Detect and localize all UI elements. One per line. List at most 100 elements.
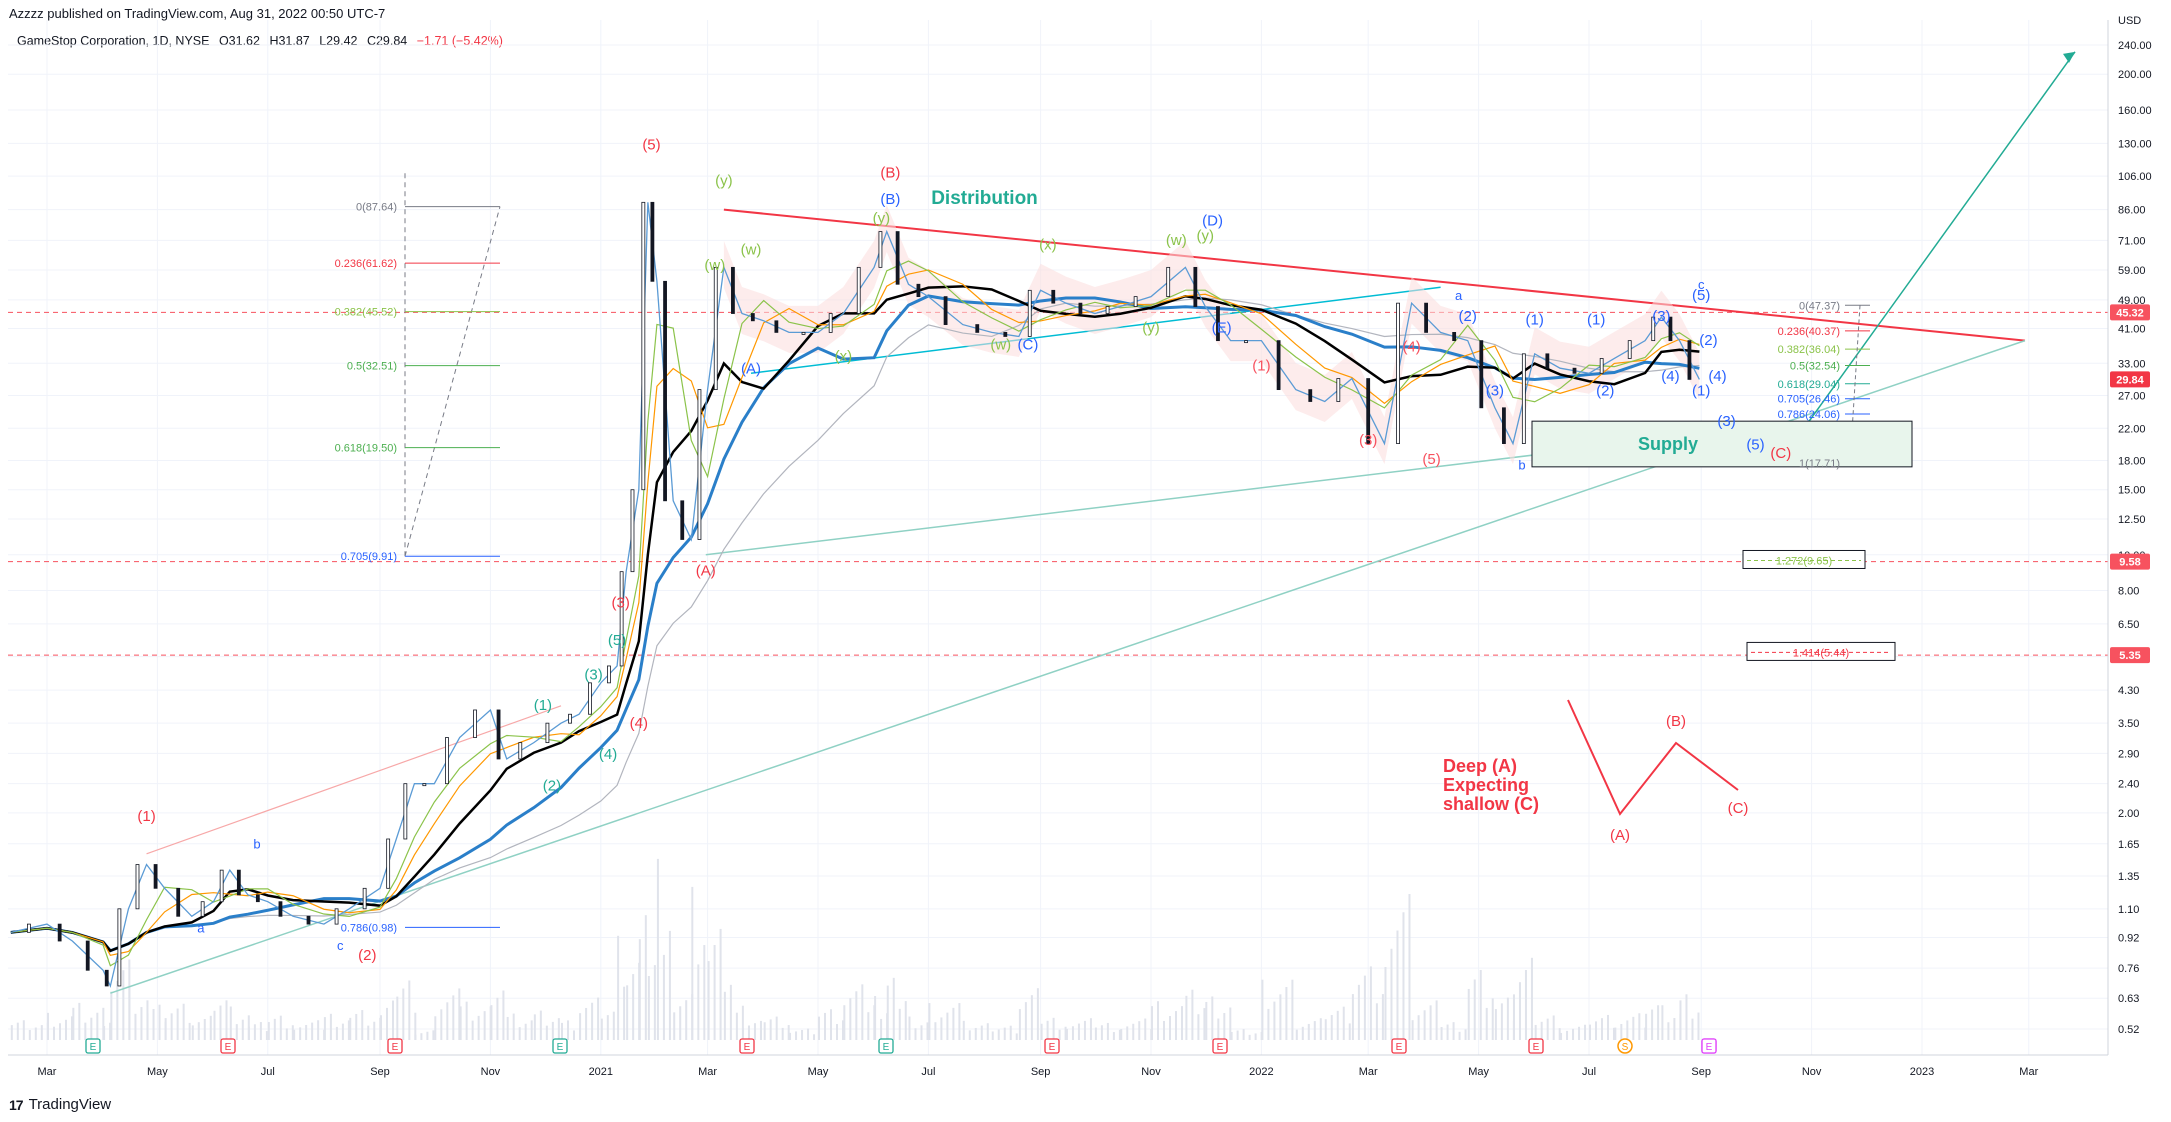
earnings-event-icon (1701, 1038, 1717, 1054)
volume-bar (946, 1012, 949, 1040)
wave-label: (1) (1692, 382, 1710, 399)
fib-ext-label: 1.414(5.44) (1793, 647, 1849, 659)
wave-label: (5) (1422, 451, 1440, 468)
volume-bar (1440, 1026, 1443, 1040)
price-candle (713, 266, 718, 391)
fib-ext-box (1742, 549, 1866, 569)
volume-bar (335, 1026, 338, 1040)
volume-bar (997, 1029, 1000, 1040)
volume-bar (392, 1000, 395, 1040)
volume-bar (1018, 1009, 1021, 1040)
price-candle (176, 887, 181, 917)
volume-bar (102, 1007, 105, 1040)
volume-bar (817, 1016, 820, 1040)
volume-bar (974, 1027, 977, 1040)
volume-bar (414, 1034, 417, 1040)
price-badge (2110, 304, 2150, 321)
ma-black (10, 285, 1700, 953)
volume-bar (1375, 1003, 1378, 1040)
wave-label: (x) (835, 348, 853, 365)
price-candle (1027, 289, 1032, 337)
price-candle (975, 324, 980, 333)
volume-bar (1673, 1017, 1676, 1040)
volume-bar (1518, 982, 1521, 1040)
tradingview-brand[interactable]: 17 TradingView (9, 1096, 111, 1113)
x-tick-label: Jul (921, 1066, 935, 1078)
wave-label: (y) (715, 172, 733, 189)
volume-bar (606, 1015, 609, 1040)
volume-bar (1384, 967, 1387, 1040)
y-tick-label: 1.35 (2118, 871, 2139, 883)
price-candle (473, 709, 477, 738)
volume-bar (886, 985, 889, 1040)
volume-bar (426, 1031, 429, 1040)
volume-bar (1118, 1029, 1121, 1040)
volume-bar (904, 1001, 907, 1040)
abc-pattern-label: (B) (1666, 713, 1686, 730)
price-badge-label: 29.84 (2116, 374, 2144, 386)
volume-bar (585, 1007, 588, 1040)
volume-bar (1279, 994, 1282, 1040)
volume-bar (914, 1028, 917, 1040)
volume-bar (1600, 1018, 1603, 1040)
price-candle (545, 722, 550, 744)
price-candle (680, 500, 685, 540)
earnings-event-icon (878, 1038, 894, 1054)
volume-bar (1638, 1013, 1641, 1040)
wave-label: (2) (1699, 332, 1717, 349)
earnings-event-icon (1044, 1038, 1060, 1054)
price-candle (445, 737, 449, 785)
volume-bar (209, 1015, 212, 1040)
x-tick-label: May (1468, 1066, 1489, 1078)
wave-label: (5) (1692, 287, 1710, 304)
price-candle (1051, 289, 1056, 304)
wave-label: (A) (696, 562, 716, 579)
volume-bar (968, 1030, 971, 1040)
price-candle (895, 231, 900, 285)
price-candle (1545, 353, 1550, 369)
x-tick-label: Mar (2019, 1066, 2038, 1078)
volume-bar (813, 1034, 816, 1040)
volume-bar (1685, 994, 1688, 1040)
volume-bar (843, 1005, 846, 1040)
volume-bar (647, 976, 650, 1040)
volume-bar (1065, 1028, 1068, 1040)
wave-label: (4) (1661, 368, 1679, 385)
price-candle (1366, 378, 1371, 444)
volume-bar (898, 1008, 901, 1040)
volume-bar (1191, 989, 1194, 1040)
fib-right-label: 0.786(24.06) (1778, 409, 1840, 421)
volume-bar (729, 984, 732, 1040)
volume-bar (1330, 1015, 1333, 1040)
wave-label: (5) (1746, 436, 1764, 453)
volume-bar (1657, 1005, 1660, 1040)
volume-bar (775, 1016, 778, 1040)
price-candle (1166, 266, 1171, 298)
abc-pattern-path (1567, 699, 1739, 816)
volume-bar (1106, 1022, 1109, 1040)
y-tick-label: 12.50 (2118, 514, 2146, 526)
price-candle (57, 923, 62, 942)
wave-label: (y) (873, 210, 891, 227)
note-text-line: Expecting (1443, 775, 1529, 795)
volume-bar (1614, 1027, 1617, 1040)
y-tick-label: 27.00 (2118, 390, 2146, 402)
wave-label: b (253, 837, 260, 852)
volume-bar (1185, 995, 1188, 1040)
x-tick-label: Mar (38, 1066, 57, 1078)
wave-label: (C) (1770, 445, 1791, 462)
y-tick-label: 2.90 (2118, 748, 2139, 760)
x-tick-label: 2023 (1910, 1066, 1934, 1078)
y-tick-label: 1.65 (2118, 839, 2139, 851)
volume-bar (305, 1024, 308, 1040)
volume-bar (741, 1005, 744, 1040)
volume-bar (1485, 1007, 1488, 1040)
event-label: E (883, 1042, 890, 1053)
volume-bar (1494, 1009, 1497, 1040)
wave-label: (w) (990, 336, 1011, 353)
fib-right-label: 0.705(26.46) (1778, 394, 1840, 406)
volume-bar (1524, 969, 1527, 1040)
volume-bar (1572, 1028, 1575, 1040)
fib-left-label: 0.705(9.91) (341, 551, 397, 563)
